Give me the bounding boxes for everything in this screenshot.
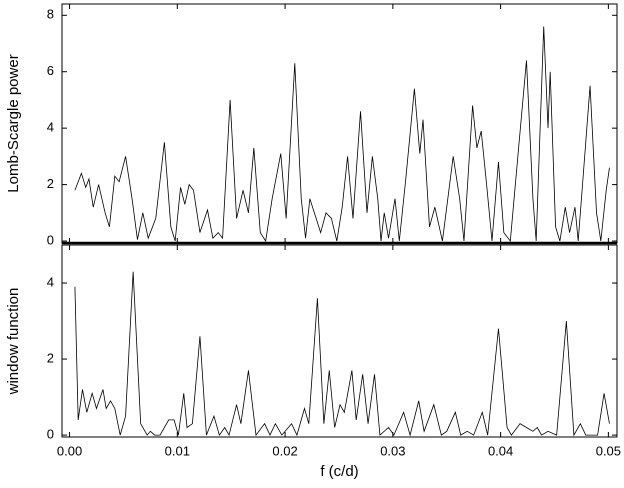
x-tick-label: 0.04	[488, 443, 513, 458]
x-tick-label: 0.02	[272, 443, 297, 458]
y-tick-label: 4	[47, 274, 54, 289]
x-tick-label: 0.05	[596, 443, 621, 458]
y-axis-label: window function	[5, 288, 22, 396]
x-tick-label: 0.03	[380, 443, 405, 458]
y-tick-label: 8	[47, 7, 54, 22]
y-tick-label: 6	[47, 63, 54, 78]
y-axis-label: Lomb-Scargle power	[5, 54, 22, 192]
x-axis-label: f (c/d)	[320, 463, 358, 480]
plot-frame	[61, 244, 618, 438]
y-tick-label: 2	[47, 350, 54, 365]
y-tick-label: 0	[47, 232, 54, 247]
x-tick-label: 0.01	[165, 443, 190, 458]
y-tick-label: 0	[47, 427, 54, 442]
curve	[74, 26, 610, 243]
y-tick-label: 2	[47, 176, 54, 191]
x-tick-label: 0.00	[57, 443, 82, 458]
curve	[74, 271, 610, 437]
y-tick-label: 4	[47, 120, 54, 135]
